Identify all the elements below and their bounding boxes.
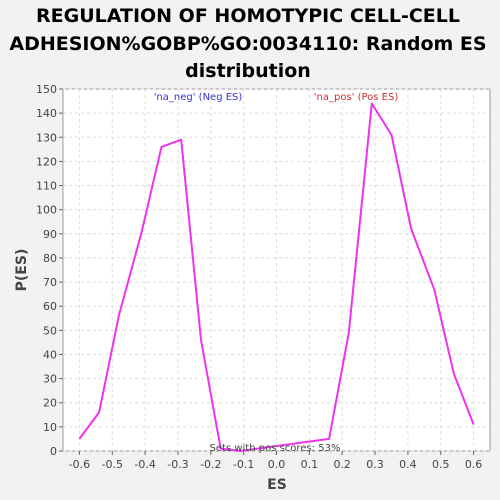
x-tick-label: 0.0 [268,458,286,471]
x-tick-label: -0.2 [200,458,221,471]
series-layer [78,102,475,452]
series-line [78,102,475,452]
chart-title-line-1: REGULATION OF HOMOTYPIC CELL-CELL [36,5,460,27]
y-tick-label: 100 [36,204,57,217]
legend-pos: 'na_pos' (Pos ES) [314,92,399,103]
y-tick-label: 70 [43,276,57,289]
chart-title-line-2: ADHESION%GOBP%GO:0034110: Random ES [9,33,486,55]
y-axis-label: P(ES) [14,249,30,292]
x-tick-label: -0.6 [69,458,90,471]
y-tick-label: 0 [50,445,57,458]
y-tick-label: 40 [43,348,57,361]
y-tick-label: 60 [43,300,57,313]
x-tick-label: 0.2 [333,458,351,471]
y-tick-label: 110 [36,180,57,193]
y-tick-label: 20 [43,397,57,410]
y-tick-label: 80 [43,252,57,265]
x-tick-label: -0.1 [233,458,254,471]
legend-neg: 'na_neg' (Neg ES) [154,92,243,103]
x-tick-label: 0.4 [399,458,417,471]
y-tick-label: 130 [36,131,57,144]
x-tick-label: -0.4 [134,458,155,471]
y-axis: 0 10 20 30 40 50 60 70 80 90 100 110 120 130 140 150 [36,83,63,458]
y-tick-label: 150 [36,83,57,96]
x-tick-label: -0.3 [167,458,188,471]
y-tick-label: 120 [36,155,57,168]
x-tick-label: 0.5 [432,458,450,471]
x-tick-label: -0.5 [102,458,123,471]
y-tick-label: 10 [43,421,57,434]
chart-title-line-3: distribution [185,60,311,82]
grid [63,88,490,452]
x-tick-label: 0.1 [301,458,319,471]
x-axis-label: ES [267,477,287,493]
y-tick-label: 140 [36,107,57,120]
y-tick-label: 50 [43,324,57,337]
pos-scores-note: Sets with pos scores: 53% [210,443,341,454]
x-tick-label: 0.3 [366,458,384,471]
y-tick-label: 30 [43,373,57,386]
x-axis: -0.6 -0.5 -0.4 -0.3 -0.2 -0.1 0.0 0.1 0.2 0.3 0.4 0… [69,451,483,471]
x-tick-label: 0.6 [465,458,483,471]
y-tick-label: 90 [43,228,57,241]
